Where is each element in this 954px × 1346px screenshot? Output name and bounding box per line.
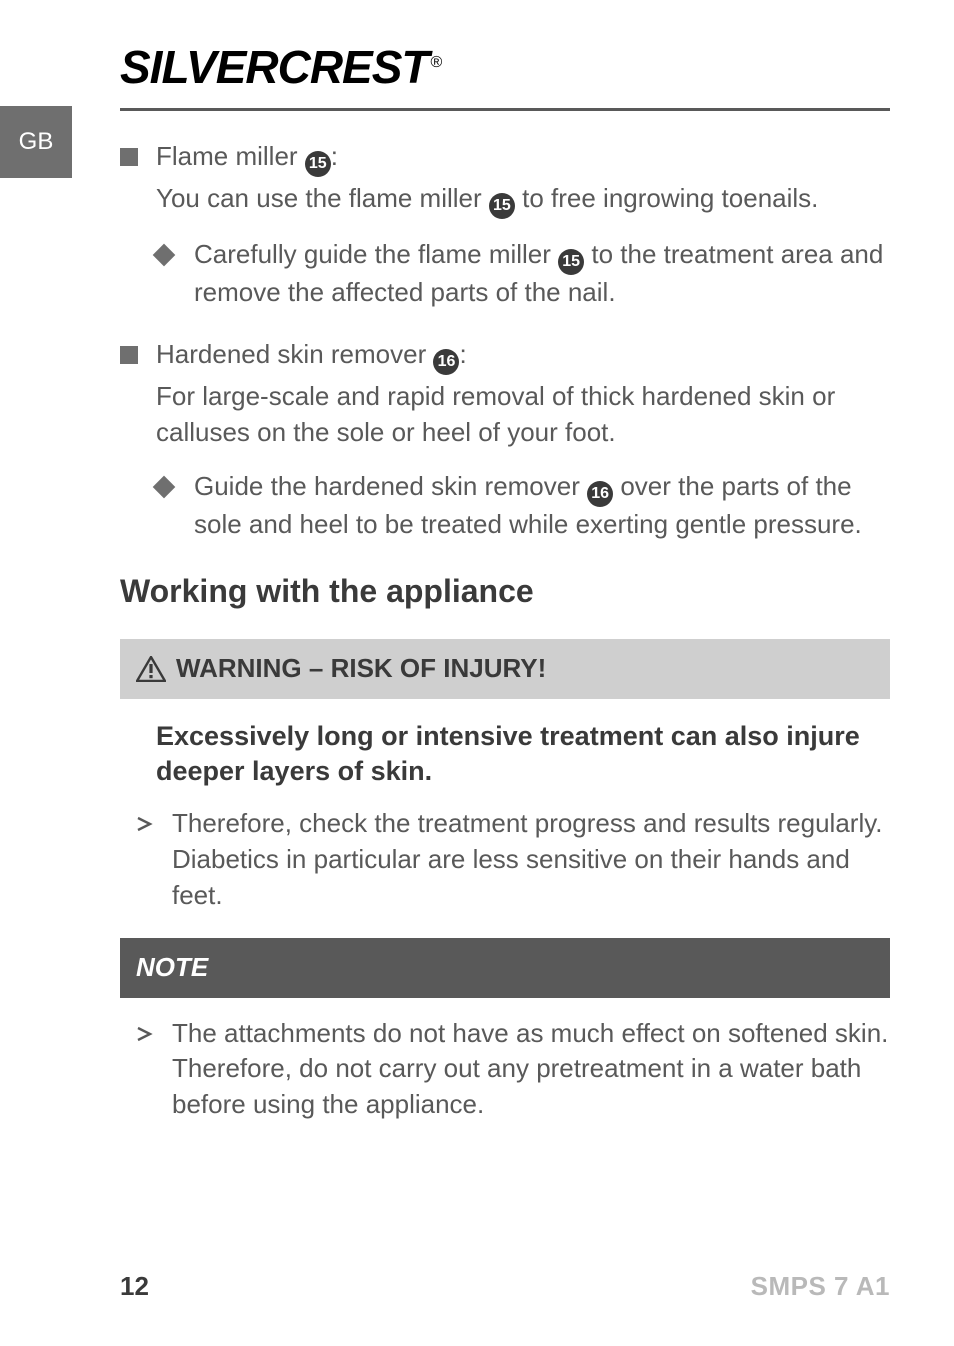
language-tab: GB [0,106,72,178]
ref-circle-icon: 15 [558,249,584,275]
text: to free ingrowing toenails. [515,183,819,213]
ref-circle-icon: 15 [305,151,331,177]
content-area: Flame miller 15: You can use the flame m… [120,139,890,1123]
arrow-item: The attachments do not have as much effe… [136,1016,890,1124]
arrow-bullet-icon [136,816,158,914]
warning-label: WARNING – RISK OF INJURY! [176,651,546,687]
diamond-bullet-icon [153,475,176,498]
bullet-item: Hardened skin remover 16: [120,337,890,375]
text: For large-scale and rapid removal of thi… [156,381,835,447]
section-heading: Working with the appliance [120,569,890,613]
bullet-subtext: You can use the flame miller 15 to free … [156,181,890,219]
text: : [331,141,338,171]
arrow-text: The attachments do not have as much effe… [172,1016,890,1124]
text: You can use the flame miller [156,183,489,213]
logo-reg: ® [431,54,442,71]
diamond-text: Carefully guide the flame miller 15 to t… [194,237,890,311]
logo-part1: SILVER [120,41,278,93]
text: Flame miller [156,141,305,171]
text: Guide the hardened skin remover [194,471,587,501]
header-divider [120,108,890,111]
page-number: 12 [120,1271,149,1302]
diamond-text: Guide the hardened skin remover 16 over … [194,469,890,543]
diamond-item: Guide the hardened skin remover 16 over … [156,469,890,543]
bullet-title: Flame miller 15: [156,139,890,177]
square-bullet-icon [120,148,138,166]
model-number: SMPS 7 A1 [751,1271,890,1302]
bullet-title: Hardened skin remover 16: [156,337,890,375]
page-footer: 12 SMPS 7 A1 [120,1271,890,1302]
bullet-subtext: For large-scale and rapid removal of thi… [156,379,890,451]
logo-part2: CREST [278,41,429,93]
language-label: GB [19,128,54,156]
arrow-text: Therefore, check the treatment progress … [172,806,890,914]
page: GB SILVERCREST® Flame miller 15: You can… [0,0,954,1346]
diamond-bullet-icon [153,244,176,267]
text: Hardened skin remover [156,339,433,369]
warning-box: WARNING – RISK OF INJURY! [120,639,890,699]
text: Carefully guide the flame miller [194,239,558,269]
diamond-item: Carefully guide the flame miller 15 to t… [156,237,890,311]
note-box: NOTE [120,938,890,998]
note-label: NOTE [136,952,208,982]
square-bullet-icon [120,346,138,364]
brand-logo: SILVERCREST® [120,40,890,94]
warning-subheading: Excessively long or intensive treatment … [156,719,890,790]
arrow-bullet-icon [136,1026,158,1124]
warning-triangle-icon [136,656,166,682]
ref-circle-icon: 15 [489,193,515,219]
ref-circle-icon: 16 [433,349,459,375]
text: : [459,339,466,369]
ref-circle-icon: 16 [587,481,613,507]
arrow-item: Therefore, check the treatment progress … [136,806,890,914]
bullet-item: Flame miller 15: [120,139,890,177]
